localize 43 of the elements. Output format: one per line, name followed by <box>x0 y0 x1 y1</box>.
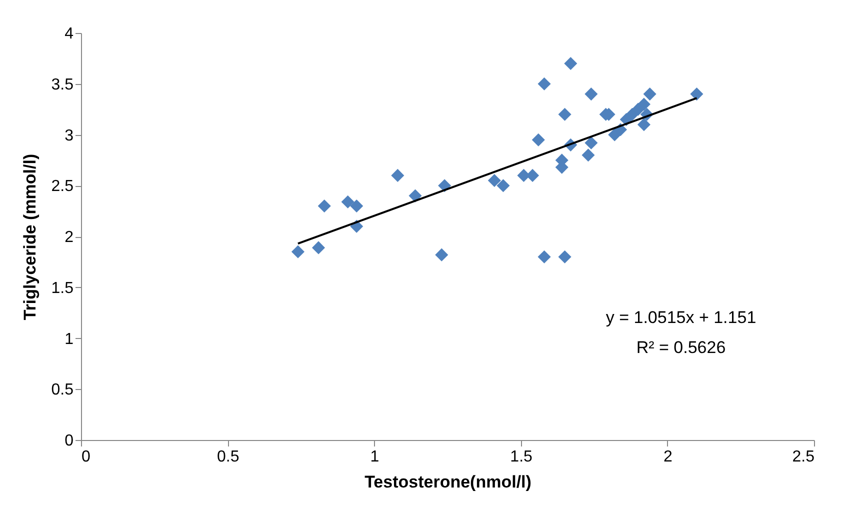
y-tick-label: 3.5 <box>51 76 74 94</box>
point <box>637 118 650 132</box>
point <box>558 108 572 121</box>
point <box>584 136 598 150</box>
y-axis-title: Triglyceride (mmol/l) <box>20 154 40 320</box>
point <box>538 250 551 264</box>
y-tick-label: 1.5 <box>51 280 74 297</box>
point <box>564 57 578 70</box>
x-tick-label: 0.5 <box>216 448 240 466</box>
x-tick-label: 0 <box>82 448 90 466</box>
point <box>582 148 595 162</box>
point <box>435 248 448 262</box>
x-tick-label: 1 <box>370 448 380 466</box>
point <box>350 199 364 212</box>
point <box>488 174 501 188</box>
y-tick-label: 2 <box>64 229 74 246</box>
point <box>690 88 704 101</box>
point <box>637 98 650 111</box>
y-tick-label: 4 <box>64 26 74 42</box>
y-tick-label: 3 <box>64 127 74 144</box>
point <box>391 168 404 182</box>
x-tick-label: 2.5 <box>792 448 815 466</box>
point <box>408 189 422 202</box>
point <box>291 245 304 258</box>
point <box>584 88 598 101</box>
y-tick-label: 0 <box>64 432 74 450</box>
x-tick-label: 1.5 <box>510 448 533 466</box>
point <box>538 77 551 90</box>
point <box>532 133 545 146</box>
point <box>496 179 510 192</box>
x-axis-title: Testosterone(nmol/l) <box>364 472 532 492</box>
annotation: y = 1.0515x + 1.151 <box>606 308 756 327</box>
point <box>341 195 354 208</box>
point <box>526 168 540 182</box>
y-tick-label: 2.5 <box>51 178 74 196</box>
x-tick-label: 2 <box>663 448 672 466</box>
y-tick-label: 1 <box>64 330 74 348</box>
point <box>643 88 656 101</box>
y-tick-label: 0.5 <box>51 382 74 399</box>
point <box>318 199 331 212</box>
point <box>558 250 572 264</box>
annotation: R² = 0.5626 <box>636 338 726 357</box>
point <box>312 241 326 254</box>
